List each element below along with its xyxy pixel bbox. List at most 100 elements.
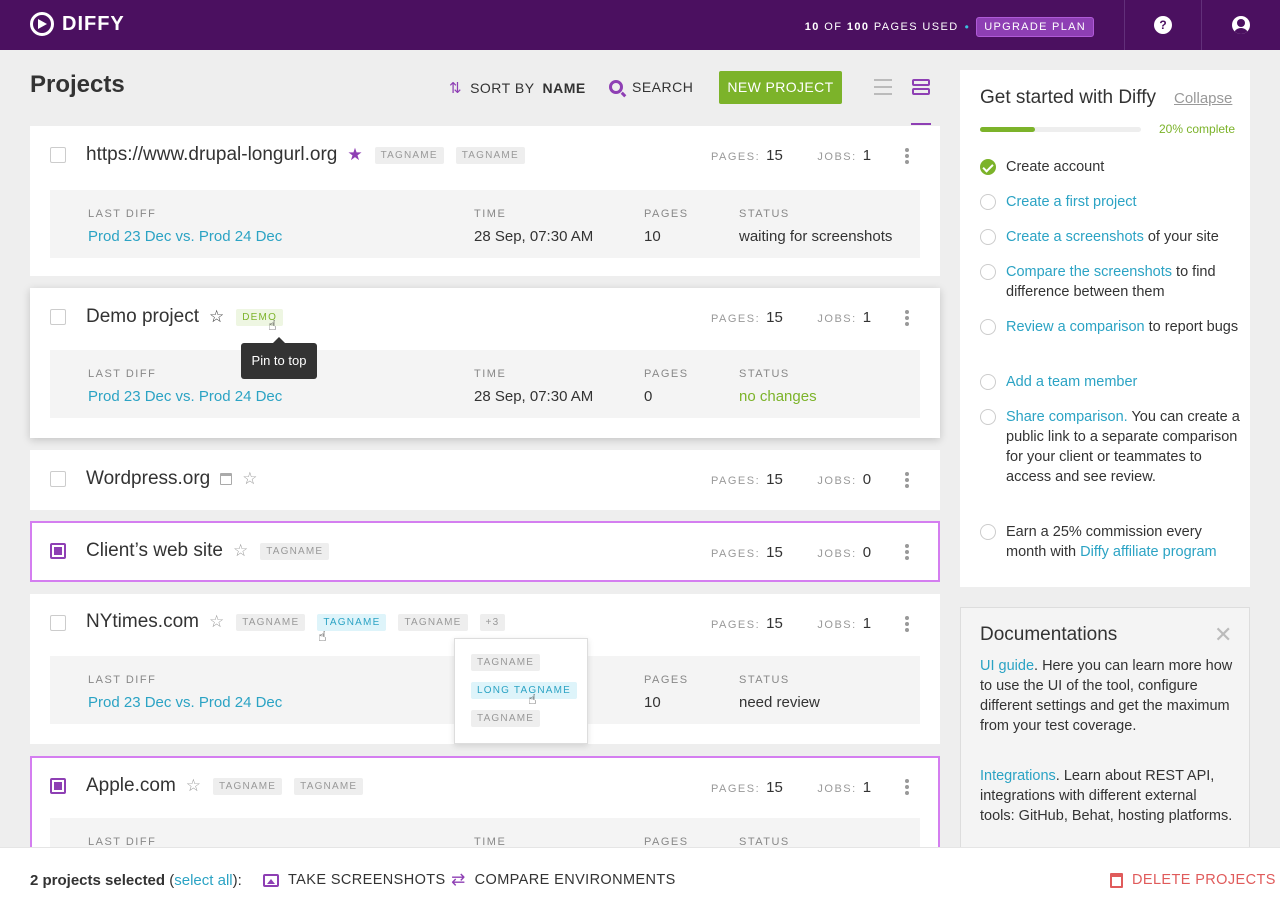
star-outline-icon[interactable]: ☆ bbox=[242, 469, 258, 488]
project-name[interactable]: https://www.drupal-longurl.org bbox=[86, 144, 338, 165]
ui-guide-link[interactable]: UI guide bbox=[980, 658, 1035, 674]
popover-tag[interactable]: TAGNAME bbox=[471, 710, 541, 727]
project-tag[interactable]: DEMO bbox=[236, 308, 284, 326]
new-project-button[interactable]: NEW PROJECT bbox=[719, 71, 842, 104]
affiliate-link[interactable]: Diffy affiliate program bbox=[1080, 544, 1217, 560]
project-name[interactable]: Wordpress.org bbox=[86, 468, 211, 489]
project-checkbox[interactable] bbox=[50, 309, 66, 325]
diffy-logo[interactable]: DIFFY bbox=[30, 12, 125, 36]
pages-label: PAGES: bbox=[711, 475, 761, 487]
pages-label: PAGES bbox=[644, 836, 689, 848]
paren: ): bbox=[232, 872, 242, 889]
diff-status: no changes bbox=[739, 388, 817, 405]
more-menu-icon[interactable] bbox=[905, 310, 909, 328]
step-item: Create a first project bbox=[980, 192, 1240, 212]
step-text: to find difference between them bbox=[1006, 264, 1216, 300]
step-link[interactable]: Review a comparison bbox=[1006, 319, 1145, 335]
project-tag[interactable]: TAGNAME bbox=[317, 613, 387, 631]
project-title-row: Apple.com ☆ TAGNAME TAGNAME bbox=[86, 775, 364, 797]
more-tags-button[interactable]: +3 bbox=[479, 613, 506, 631]
project-tag[interactable]: TAGNAME bbox=[294, 777, 364, 795]
popover-tag[interactable]: LONG TAGNAME bbox=[471, 682, 578, 699]
project-checkbox[interactable] bbox=[50, 778, 66, 794]
step-item: Earn a 25% commission every month with D… bbox=[980, 522, 1240, 562]
project-card: https://www.drupal-longurl.org ★ TAGNAME… bbox=[30, 126, 940, 276]
selection-summary: 2 projects selected (select all): bbox=[30, 872, 242, 889]
help-icon[interactable]: ? bbox=[1154, 16, 1172, 34]
more-menu-icon[interactable] bbox=[905, 472, 909, 490]
circle-icon bbox=[980, 319, 996, 335]
status-label: STATUS bbox=[739, 836, 790, 848]
project-tag[interactable]: TAGNAME bbox=[213, 777, 283, 795]
star-filled-icon[interactable]: ★ bbox=[347, 145, 363, 164]
step-text: Create account bbox=[1006, 159, 1105, 175]
diff-pages: 0 bbox=[644, 388, 653, 405]
project-checkbox[interactable] bbox=[50, 147, 66, 163]
status-label: STATUS bbox=[739, 674, 790, 686]
pages-label: PAGES: bbox=[711, 548, 761, 560]
popover-tag[interactable]: TAGNAME bbox=[471, 654, 541, 671]
star-outline-icon[interactable]: ☆ bbox=[208, 612, 225, 631]
project-name[interactable]: Demo project bbox=[86, 306, 199, 327]
last-diff-panel: LAST DIFF TIME PAGES STATUS Prod 23 Dec … bbox=[50, 190, 920, 258]
jobs-label: JOBS: bbox=[817, 619, 857, 631]
compare-environments-button[interactable]: ⇄ COMPARE ENVIRONMENTS bbox=[451, 871, 676, 888]
bulk-actions-bar: 2 projects selected (select all): TAKE S… bbox=[0, 847, 1280, 912]
step-link[interactable]: Create a first project bbox=[1006, 194, 1137, 210]
more-menu-icon[interactable] bbox=[905, 779, 909, 797]
user-account-icon[interactable] bbox=[1232, 16, 1250, 34]
usage-of: OF bbox=[824, 21, 843, 33]
project-name[interactable]: Client’s web site bbox=[86, 540, 223, 561]
pages-count: 15 bbox=[766, 147, 783, 164]
integrations-link[interactable]: Integrations bbox=[980, 768, 1056, 784]
top-bar: DIFFY 10 OF 100 PAGES USED • UPGRADE PLA… bbox=[0, 0, 1280, 50]
step-link[interactable]: Compare the screenshots bbox=[1006, 264, 1173, 280]
pages-count: 15 bbox=[766, 779, 783, 796]
circle-icon bbox=[980, 264, 996, 280]
more-menu-icon[interactable] bbox=[905, 544, 909, 562]
project-name[interactable]: NYtimes.com bbox=[86, 611, 199, 632]
time-label: TIME bbox=[474, 836, 507, 848]
close-icon[interactable]: ✕ bbox=[1214, 622, 1233, 647]
project-tag[interactable]: TAGNAME bbox=[398, 613, 468, 631]
star-outline-icon[interactable]: ☆ bbox=[232, 541, 249, 560]
delete-projects-button[interactable]: DELETE PROJECTS bbox=[1110, 872, 1276, 888]
project-tag[interactable]: TAGNAME bbox=[236, 613, 306, 631]
hand-cursor-icon: ☝ bbox=[528, 691, 537, 707]
step-link[interactable]: Share comparison. bbox=[1006, 409, 1128, 425]
card-view-icon[interactable] bbox=[912, 79, 930, 97]
trash-icon bbox=[1110, 872, 1123, 888]
project-tag[interactable]: TAGNAME bbox=[374, 146, 444, 164]
project-checkbox[interactable] bbox=[50, 615, 66, 631]
status-label: STATUS bbox=[739, 368, 790, 380]
step-text: to report bugs bbox=[1144, 319, 1239, 335]
step-link[interactable]: Add a team member bbox=[1006, 374, 1138, 390]
circle-icon bbox=[980, 374, 996, 390]
collapse-link[interactable]: Collapse bbox=[1174, 90, 1233, 107]
last-diff-link[interactable]: Prod 23 Dec vs. Prod 24 Dec bbox=[88, 694, 283, 711]
search-button[interactable]: SEARCH bbox=[609, 79, 693, 95]
project-name[interactable]: Apple.com bbox=[86, 775, 176, 796]
jobs-label: JOBS: bbox=[817, 313, 857, 325]
star-outline-icon[interactable]: ☆ bbox=[185, 776, 202, 795]
more-menu-icon[interactable] bbox=[905, 148, 909, 166]
last-diff-link[interactable]: Prod 23 Dec vs. Prod 24 Dec bbox=[88, 388, 283, 405]
list-view-icon[interactable] bbox=[874, 79, 892, 96]
sort-button[interactable]: ⇅ SORT BY NAME bbox=[449, 79, 586, 97]
sort-prefix: SORT BY bbox=[470, 80, 535, 96]
more-menu-icon[interactable] bbox=[905, 616, 909, 634]
step-link[interactable]: Create a screenshots bbox=[1006, 229, 1144, 245]
project-checkbox[interactable] bbox=[50, 543, 66, 559]
project-title-row: https://www.drupal-longurl.org ★ TAGNAME… bbox=[86, 144, 525, 166]
step-item: Create a screenshots of your site bbox=[980, 227, 1240, 247]
take-screenshots-button[interactable]: TAKE SCREENSHOTS bbox=[263, 872, 446, 888]
star-outline-icon[interactable]: ☆ bbox=[209, 307, 225, 326]
project-tag[interactable]: TAGNAME bbox=[455, 146, 525, 164]
last-diff-link[interactable]: Prod 23 Dec vs. Prod 24 Dec bbox=[88, 228, 283, 245]
project-checkbox[interactable] bbox=[50, 471, 66, 487]
project-tag[interactable]: TAGNAME bbox=[260, 542, 330, 560]
upgrade-plan-button[interactable]: UPGRADE PLAN bbox=[976, 17, 1094, 37]
select-all-link[interactable]: select all bbox=[174, 872, 233, 889]
docs-item: UI guide. Here you can learn more how to… bbox=[980, 656, 1235, 736]
progress-label: 20% complete bbox=[1159, 122, 1236, 136]
